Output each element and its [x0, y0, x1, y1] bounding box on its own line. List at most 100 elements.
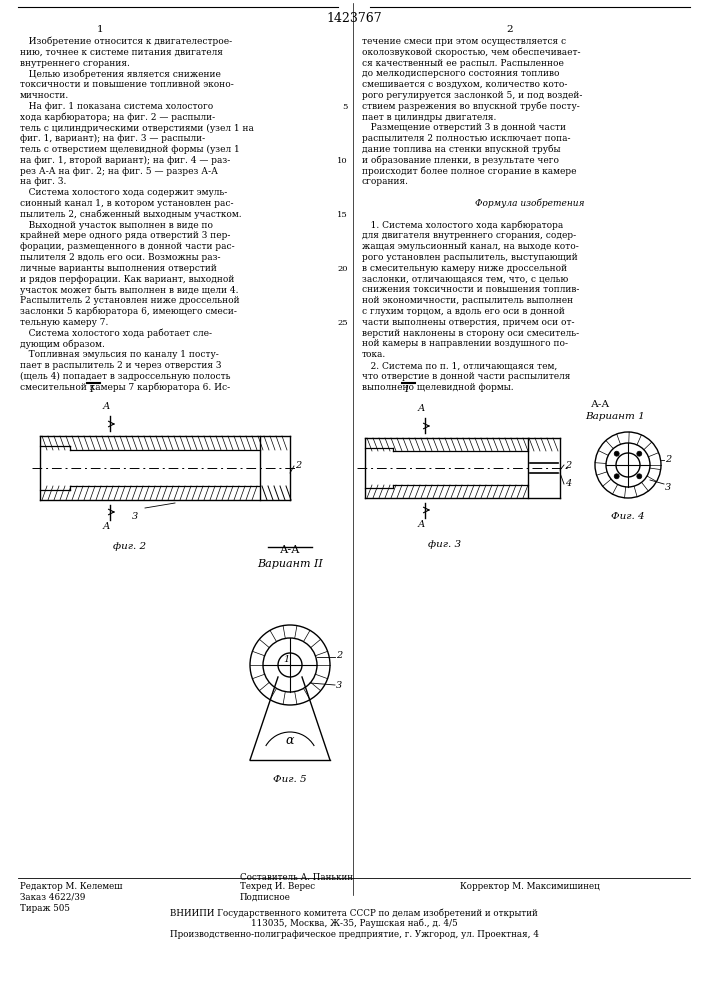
Text: А-А: А-А	[280, 545, 300, 555]
Text: 20: 20	[337, 265, 348, 273]
Text: рого установлен распылитель, выступающий: рого установлен распылитель, выступающий	[362, 253, 578, 262]
Text: на фиг. 1, второй вариант); на фиг. 4 — раз-: на фиг. 1, второй вариант); на фиг. 4 — …	[20, 156, 230, 165]
Text: 5: 5	[343, 103, 348, 111]
Circle shape	[278, 653, 302, 677]
Text: для двигателя внутреннего сгорания, содер-: для двигателя внутреннего сгорания, соде…	[362, 231, 576, 240]
Text: фиг. 3: фиг. 3	[428, 540, 462, 549]
Text: 1423767: 1423767	[326, 12, 382, 25]
Text: 2: 2	[336, 650, 342, 660]
Text: 15: 15	[337, 211, 348, 219]
Text: Подписное: Подписное	[240, 893, 291, 902]
Text: ной экономичности, распылитель выполнен: ной экономичности, распылитель выполнен	[362, 296, 573, 305]
Text: Производственно-полиграфическое предприятие, г. Ужгород, ул. Проектная, 4: Производственно-полиграфическое предприя…	[170, 930, 539, 939]
Text: крайней мере одного ряда отверстий 3 пер-: крайней мере одного ряда отверстий 3 пер…	[20, 231, 230, 240]
Text: (щель 4) попадает в задроссельную полость: (щель 4) попадает в задроссельную полост…	[20, 372, 230, 381]
Text: снижения токсичности и повышения топлив-: снижения токсичности и повышения топлив-	[362, 285, 579, 294]
Text: На фиг. 1 показана система холостого: На фиг. 1 показана система холостого	[20, 102, 214, 111]
Text: на фиг. 3.: на фиг. 3.	[20, 177, 66, 186]
Text: участок может быть выполнен в виде щели 4.: участок может быть выполнен в виде щели …	[20, 285, 238, 295]
Text: сгорания.: сгорания.	[362, 177, 409, 186]
Text: ВНИИПИ Государственного комитета СССР по делам изобретений и открытий: ВНИИПИ Государственного комитета СССР по…	[170, 908, 538, 918]
Circle shape	[637, 451, 642, 456]
Text: околозвуковой скоростью, чем обеспечивает-: околозвуковой скоростью, чем обеспечивае…	[362, 48, 580, 57]
Text: тель с цилиндрическими отверстиями (узел 1 на: тель с цилиндрическими отверстиями (узел…	[20, 123, 254, 133]
Text: А: А	[417, 404, 425, 413]
Text: в смесительную камеру ниже дроссельной: в смесительную камеру ниже дроссельной	[362, 264, 567, 273]
Text: личные варианты выполнения отверстий: личные варианты выполнения отверстий	[20, 264, 217, 273]
Text: сионный канал 1, в котором установлен рас-: сионный канал 1, в котором установлен ра…	[20, 199, 233, 208]
Text: пает в цилиндры двигателя.: пает в цилиндры двигателя.	[362, 113, 496, 122]
Text: А: А	[103, 402, 110, 411]
Text: верстий наклонены в сторону оси смеситель-: верстий наклонены в сторону оси смесител…	[362, 329, 579, 338]
Text: токсичности и повышение топливной эконо-: токсичности и повышение топливной эконо-	[20, 80, 234, 89]
Circle shape	[614, 451, 619, 456]
Text: мичности.: мичности.	[20, 91, 69, 100]
Text: смешивается с воздухом, количество кото-: смешивается с воздухом, количество кото-	[362, 80, 568, 89]
Text: части выполнены отверстия, причем оси от-: части выполнены отверстия, причем оси от…	[362, 318, 575, 327]
Text: Фиг. 4: Фиг. 4	[611, 512, 645, 521]
Text: тока.: тока.	[362, 350, 386, 359]
Text: Заказ 4622/39: Заказ 4622/39	[20, 893, 86, 902]
Text: 3: 3	[336, 680, 342, 690]
Text: до мелкодисперсного состояния топливо: до мелкодисперсного состояния топливо	[362, 69, 559, 78]
Text: рез А-А на фиг. 2; на фиг. 5 — разрез А-А: рез А-А на фиг. 2; на фиг. 5 — разрез А-…	[20, 167, 218, 176]
Text: фиг. 2: фиг. 2	[113, 542, 146, 551]
Text: 1: 1	[403, 385, 409, 394]
Text: α: α	[286, 734, 294, 746]
Text: Система холостого хода содержит эмуль-: Система холостого хода содержит эмуль-	[20, 188, 227, 197]
Text: внутреннего сгорания.: внутреннего сгорания.	[20, 59, 130, 68]
Text: фиг. 1, вариант); на фиг. 3 — распыли-: фиг. 1, вариант); на фиг. 3 — распыли-	[20, 134, 205, 143]
Text: форации, размещенного в донной части рас-: форации, размещенного в донной части рас…	[20, 242, 235, 251]
Text: Целью изобретения является снижение: Целью изобретения является снижение	[20, 69, 221, 79]
Text: 2. Система по п. 1, отличающаяся тем,: 2. Система по п. 1, отличающаяся тем,	[362, 361, 557, 370]
Circle shape	[637, 474, 642, 479]
Text: 4: 4	[565, 480, 571, 488]
Text: с глухим торцом, а вдоль его оси в донной: с глухим торцом, а вдоль его оси в донно…	[362, 307, 565, 316]
Text: Вариант 1: Вариант 1	[585, 412, 645, 421]
Text: смесительной камеры 7 карбюратора 6. Ис-: смесительной камеры 7 карбюратора 6. Ис-	[20, 383, 230, 392]
Text: тель с отверстием щелевидной формы (узел 1: тель с отверстием щелевидной формы (узел…	[20, 145, 240, 154]
Text: ствием разрежения во впускной трубе посту-: ствием разрежения во впускной трубе пост…	[362, 102, 580, 111]
Text: пылителя 2 вдоль его оси. Возможны раз-: пылителя 2 вдоль его оси. Возможны раз-	[20, 253, 221, 262]
Text: хода карбюратора; на фиг. 2 — распыли-: хода карбюратора; на фиг. 2 — распыли-	[20, 113, 215, 122]
Text: Топливная эмульсия по каналу 1 посту-: Топливная эмульсия по каналу 1 посту-	[20, 350, 218, 359]
Text: 1: 1	[283, 656, 289, 664]
Text: 2: 2	[665, 456, 671, 464]
Text: Выходной участок выполнен в виде по: Выходной участок выполнен в виде по	[20, 221, 213, 230]
Text: и рядов перфорации. Как вариант, выходной: и рядов перфорации. Как вариант, выходно…	[20, 275, 235, 284]
Text: Составитель А. Панькин: Составитель А. Панькин	[240, 873, 353, 882]
Text: дание топлива на стенки впускной трубы: дание топлива на стенки впускной трубы	[362, 145, 561, 154]
Text: Изобретение относится к двигателестрое-: Изобретение относится к двигателестрое-	[20, 37, 232, 46]
Text: А-А: А-А	[591, 400, 610, 409]
Text: Размещение отверстий 3 в донной части: Размещение отверстий 3 в донной части	[362, 123, 566, 132]
Text: 1: 1	[97, 25, 103, 34]
Text: 113035, Москва, Ж-35, Раушская наб., д. 4/5: 113035, Москва, Ж-35, Раушская наб., д. …	[251, 919, 457, 928]
Text: А: А	[417, 520, 425, 529]
Circle shape	[614, 474, 619, 479]
Text: заслонки, отличающаяся тем, что, с целью: заслонки, отличающаяся тем, что, с целью	[362, 275, 568, 284]
Text: Формула изобретения: Формула изобретения	[475, 199, 585, 209]
Text: Корректор М. Максимишинец: Корректор М. Максимишинец	[460, 882, 600, 891]
Text: Распылитель 2 установлен ниже дроссельной: Распылитель 2 установлен ниже дроссельно…	[20, 296, 240, 305]
Text: Тираж 505: Тираж 505	[20, 904, 70, 913]
Text: Редактор М. Келемеш: Редактор М. Келемеш	[20, 882, 122, 891]
Text: происходит более полное сгорание в камере: происходит более полное сгорание в камер…	[362, 167, 576, 176]
Text: Вариант II: Вариант II	[257, 559, 323, 569]
Text: 1. Система холостого хода карбюратора: 1. Система холостого хода карбюратора	[362, 221, 563, 230]
Text: рого регулируется заслонкой 5, и под воздей-: рого регулируется заслонкой 5, и под воз…	[362, 91, 583, 100]
Text: Фиг. 5: Фиг. 5	[273, 775, 307, 784]
Text: ной камеры в направлении воздушного по-: ной камеры в направлении воздушного по-	[362, 339, 568, 348]
Text: А: А	[103, 522, 110, 531]
Text: 3: 3	[665, 483, 671, 491]
Text: 1: 1	[88, 385, 94, 394]
Text: 25: 25	[337, 319, 348, 327]
Text: 2: 2	[507, 25, 513, 34]
Text: выполнено щелевидной формы.: выполнено щелевидной формы.	[362, 383, 513, 392]
Text: и образование пленки, в результате чего: и образование пленки, в результате чего	[362, 156, 559, 165]
Text: 2: 2	[295, 462, 301, 471]
Text: что отверстие в донной части распылителя: что отверстие в донной части распылителя	[362, 372, 571, 381]
Text: Техред И. Верес: Техред И. Верес	[240, 882, 315, 891]
Text: заслонки 5 карбюратора 6, имеющего смеси-: заслонки 5 карбюратора 6, имеющего смеси…	[20, 307, 237, 316]
Text: 10: 10	[337, 157, 348, 165]
Text: нию, точнее к системе питания двигателя: нию, точнее к системе питания двигателя	[20, 48, 223, 57]
